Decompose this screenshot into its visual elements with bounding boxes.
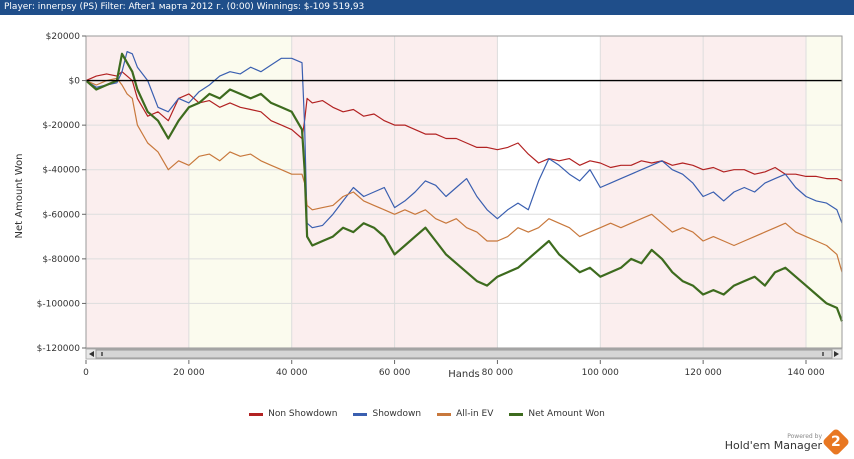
legend-swatch [509,412,524,416]
legend-item-non-showdown[interactable]: Non Showdown [249,409,337,419]
x-tick-label: 100 000 [582,368,619,378]
series-line-all-in-ev [85,77,843,273]
tick-labels: $20000 $0 $-20000 $-40000 $-60000 $-80000 $-10… [37,32,825,378]
legend-label: Net Amount Won [528,409,605,419]
y-tick-label: $-100000 [37,299,81,309]
x-tick-label: 40 000 [276,368,308,378]
y-tick-label: $-60000 [42,210,80,220]
y-tick-label: $20000 [46,32,81,42]
scrollbar-grip-left[interactable] [101,352,103,356]
scrollbar-thumb[interactable] [95,349,833,359]
legend-item-all-in-ev[interactable]: All-in EV [437,409,493,419]
x-tick-label: 60 000 [379,368,411,378]
y-tick-label: $-20000 [42,121,80,131]
y-tick-label: $0 [69,77,81,87]
background-bands [86,36,842,348]
legend-label: Showdown [372,409,422,419]
brand-text: Powered by Hold'em Manager [725,433,822,452]
scroll-left-arrow-icon[interactable] [89,351,94,357]
x-tick-label: 80 000 [482,368,514,378]
line-chart: $20000 $0 $-20000 $-40000 $-60000 $-80000 $-10… [14,32,844,380]
background-band [497,36,601,348]
axes [85,35,843,349]
legend-swatch [353,412,368,416]
legend-label: All-in EV [456,409,494,419]
legend-item-net-amount-won[interactable]: Net Amount Won [509,409,605,419]
series-line-net-amount-won [85,52,844,322]
scroll-right-arrow-icon[interactable] [834,351,839,357]
brand-name: Hold'em Manager [724,438,822,452]
hm2-logo-icon: 2 [821,427,851,457]
background-band [806,36,842,348]
legend-item-showdown[interactable]: Showdown [353,409,421,419]
series-layer [85,50,844,322]
x-tick-label: 20 000 [173,368,205,378]
y-tick-label: $-80000 [42,255,80,265]
y-tick-label: $-40000 [42,166,80,176]
x-tick-label: 0 [83,368,89,378]
chart-legend: Non Showdown Showdown All-in EV Net Amou… [0,409,854,419]
legend-label: Non Showdown [268,409,338,419]
horizontal-scrollbar[interactable] [85,348,843,360]
y-axis-label: Net Amount Won [14,154,25,239]
header-title: Player: innerpsy (PS) Filter: After1 мар… [0,0,854,15]
scrollbar-grip-right[interactable] [822,352,824,356]
x-tick-label: 120 000 [685,368,722,378]
x-axis-label: Hands [448,369,480,380]
logo-text: 2 [831,434,841,450]
background-band [188,36,292,348]
powered-by-label: Powered by [787,432,822,440]
legend-swatch [249,412,264,416]
x-tick-label: 140 000 [787,368,824,378]
y-tick-label: $-120000 [37,344,81,354]
series-line-showdown [85,50,843,229]
brand-logo-block: Powered by Hold'em Manager 2 [725,427,851,457]
legend-swatch [437,412,452,416]
plot-frame [85,35,843,349]
